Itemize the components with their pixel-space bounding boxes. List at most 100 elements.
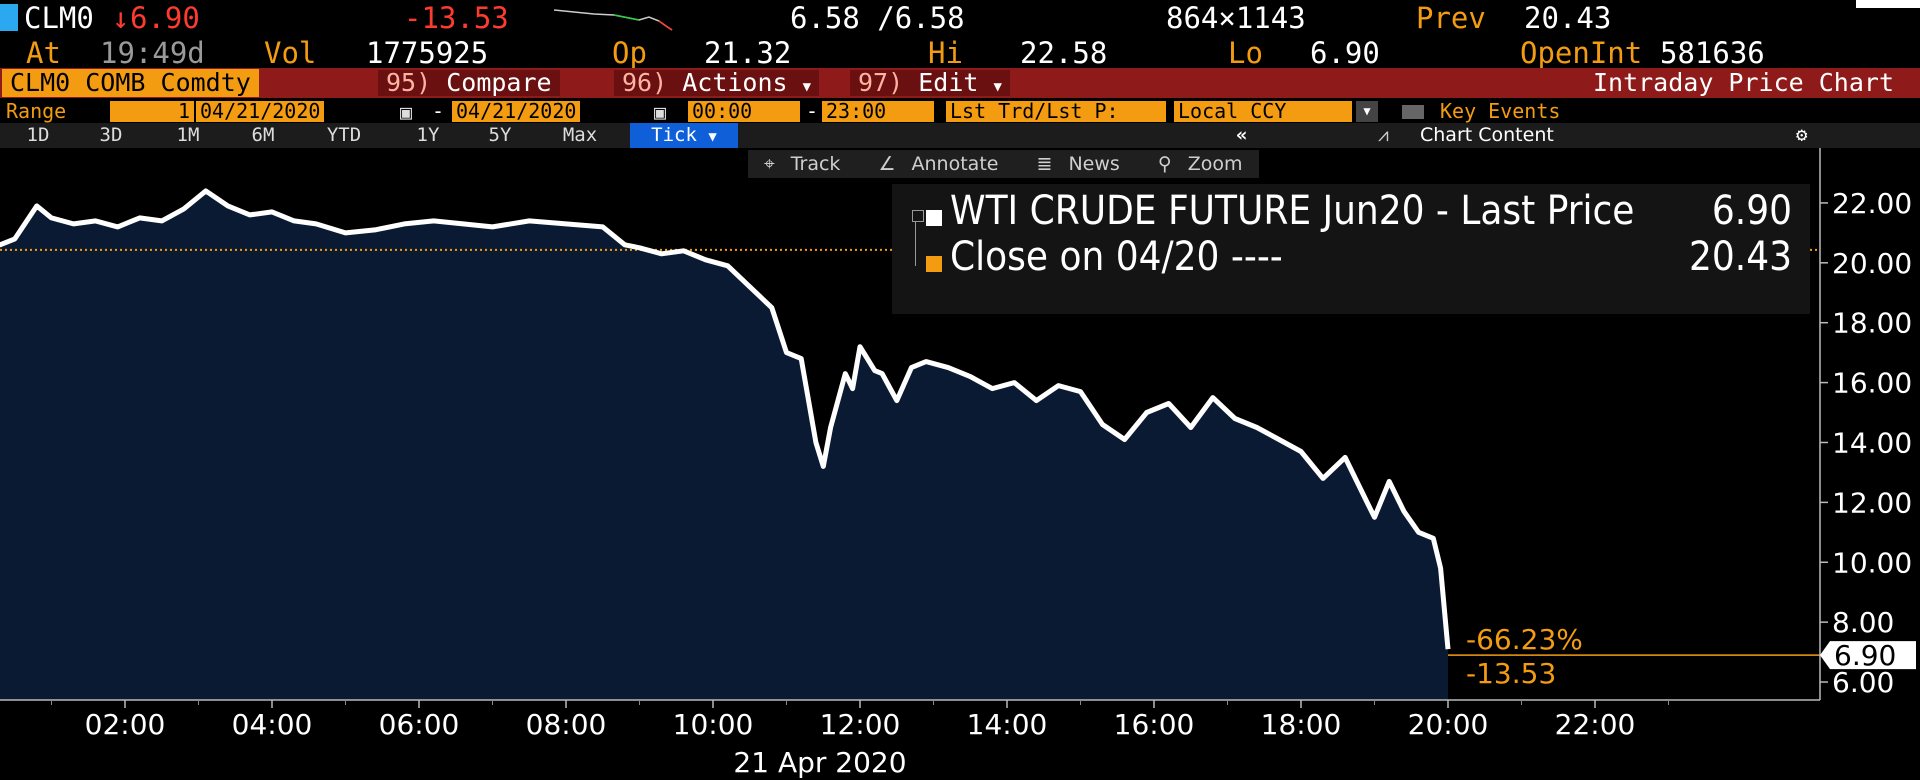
legend-close-value: 20.43 — [1689, 234, 1792, 280]
end-date-field[interactable]: 04/21/2020 — [452, 101, 581, 122]
period-ytd[interactable]: YTD — [326, 124, 362, 146]
start-time-field[interactable]: 00:00 — [688, 101, 800, 122]
prev-label: Prev — [1416, 1, 1486, 35]
chevron-down-icon: ▼ — [802, 79, 812, 95]
x-tick-label: 22:00 — [1555, 708, 1636, 741]
chevron-down-icon: ▼ — [708, 129, 717, 145]
vol-label: Vol — [264, 36, 317, 70]
period-6m[interactable]: 6M — [251, 124, 275, 146]
period-1y[interactable]: 1Y — [416, 124, 440, 146]
function-menu-bar: CLM0 COMB Comdty 95) Compare 96) Actions… — [0, 68, 1920, 98]
key-events-checkbox[interactable] — [1402, 105, 1424, 119]
last-price-tag — [1820, 641, 1916, 670]
period-3d[interactable]: 3D — [99, 124, 123, 146]
price-type-field[interactable]: Lst Trd/Lst P: — [946, 101, 1166, 122]
y-tick-label: 22.00 — [1832, 187, 1912, 220]
x-tick-label: 06:00 — [379, 708, 460, 741]
y-tick-label: 18.00 — [1832, 307, 1912, 340]
last-price: 6.90 — [130, 1, 200, 35]
volume: 1775925 — [366, 36, 489, 70]
edit-label: Edit — [918, 68, 979, 97]
quote-stats: At 19:49d Vol 1775925 Op 21.32 Hi 22.58 … — [0, 36, 1920, 70]
prev-close: 20.43 — [1524, 1, 1612, 35]
end-time-field[interactable]: 23:00 — [822, 101, 934, 122]
high-price: 22.58 — [1020, 36, 1108, 70]
period-5y[interactable]: 5Y — [488, 124, 512, 146]
annotate-button[interactable]: ∠ Annotate — [862, 150, 1014, 178]
zoom-button[interactable]: ⚲ Zoom — [1142, 150, 1259, 178]
range-label: Range — [6, 99, 67, 123]
x-tick-label: 02:00 — [85, 708, 166, 741]
security-field[interactable]: CLM0 COMB Comdty — [2, 69, 259, 97]
legend-toggle-icon[interactable] — [912, 210, 924, 222]
low-label: Lo — [1228, 36, 1263, 70]
period-max[interactable]: Max — [562, 124, 598, 146]
legend-connector — [915, 222, 916, 266]
date-separator: - — [432, 99, 445, 123]
series-line — [0, 188, 1451, 650]
zoom-label: Zoom — [1187, 153, 1243, 175]
period-1m[interactable]: 1M — [176, 124, 200, 146]
news-label: News — [1068, 153, 1120, 175]
x-tick-label: 16:00 — [1114, 708, 1195, 741]
news-button[interactable]: ≣ News — [1021, 150, 1136, 178]
open-label: Op — [612, 36, 647, 70]
chart-content-button[interactable]: Chart Content — [1420, 124, 1554, 146]
x-tick-label: 10:00 — [673, 708, 754, 741]
sparkline-icon — [554, 9, 673, 31]
calendar-icon[interactable]: ▣ — [654, 100, 667, 124]
start-date-field[interactable]: 04/21/2020 — [196, 101, 325, 122]
y-tick-label: 12.00 — [1832, 486, 1912, 519]
legend-series-value: 6.90 — [1711, 188, 1792, 234]
window-control[interactable] — [1856, 0, 1920, 8]
time-separator: - — [806, 99, 819, 123]
bid-ask: 6.58 /6.58 — [790, 1, 965, 35]
chevron-down-icon: ▼ — [993, 79, 1002, 95]
crosshair-icon: ⌖ — [764, 153, 775, 175]
calendar-icon[interactable]: ▣ — [400, 100, 413, 124]
price-chart: -66.23%-13.53 6.00 8.00 10.00 12.00 14.00 16.… — [0, 148, 1916, 779]
range-value-field[interactable]: 1 — [110, 101, 194, 122]
y-tick-label: 6.00 — [1832, 666, 1894, 699]
currency-field[interactable]: Local CCY — [1174, 101, 1352, 122]
currency-dropdown-icon[interactable]: ▼ — [1356, 101, 1378, 122]
period-1d[interactable]: 1D — [26, 124, 50, 146]
edit-number: 97) — [858, 68, 904, 97]
high-label: Hi — [928, 36, 963, 70]
last-price-tag-label: 6.90 — [1834, 639, 1896, 672]
x-tick-label: 12:00 — [820, 708, 901, 741]
ticker: CLM0 — [24, 1, 94, 35]
y-tick-label: 16.00 — [1832, 367, 1912, 400]
x-tick-label: 14:00 — [967, 708, 1048, 741]
magnifier-icon: ⚲ — [1157, 153, 1172, 175]
track-button[interactable]: ⌖ Track — [748, 150, 856, 178]
gear-icon[interactable]: ⚙ — [1796, 124, 1808, 146]
last-time: 19:49d — [100, 36, 205, 70]
actions-button[interactable]: 96) Actions ▼ — [614, 70, 820, 96]
x-axis-label: 21 Apr 2020 — [733, 746, 906, 779]
chart-toolbar: ⌖ Track ∠ Annotate ≣ News ⚲ Zoom — [748, 150, 1259, 178]
page-title: Intraday Price Chart — [1592, 68, 1894, 97]
open-price: 21.32 — [704, 36, 792, 70]
net-change: -13.53 — [404, 1, 509, 35]
plot-area: -66.23%-13.53 — [0, 188, 1820, 700]
quote-header: CLM0 ↓ 6.90 -13.53 6.58 /6.58 864×1143 P… — [0, 0, 1920, 37]
edit-button[interactable]: 97) Edit ▼ — [850, 70, 1010, 96]
collapse-icon[interactable]: « — [1236, 124, 1248, 146]
security-marker-icon — [0, 4, 18, 31]
compare-button[interactable]: 95) Compare — [378, 70, 560, 96]
track-label: Track — [790, 153, 841, 175]
period-tick[interactable]: Tick ▼ — [630, 123, 738, 148]
chart-content-icon: ⩘ — [1378, 124, 1389, 146]
period-bar: 1D 3D 1M 6M YTD 1Y 5Y Max Tick ▼ « ⩘ Cha… — [0, 123, 1920, 148]
compare-label: Compare — [446, 68, 552, 97]
y-tick-label: 10.00 — [1832, 546, 1912, 579]
low-price: 6.90 — [1310, 36, 1380, 70]
close-swatch — [926, 256, 942, 272]
range-bar: Range 1 04/21/2020 ▣ - 04/21/2020 ▣ 00:0… — [0, 99, 1920, 124]
chart-legend: WTI CRUDE FUTURE Jun20 - Last Price 6.90… — [892, 184, 1810, 314]
y-tick-label: 8.00 — [1832, 606, 1894, 639]
annotate-label: Annotate — [911, 153, 999, 175]
x-tick-label: 04:00 — [232, 708, 313, 741]
series-swatch — [926, 210, 942, 226]
